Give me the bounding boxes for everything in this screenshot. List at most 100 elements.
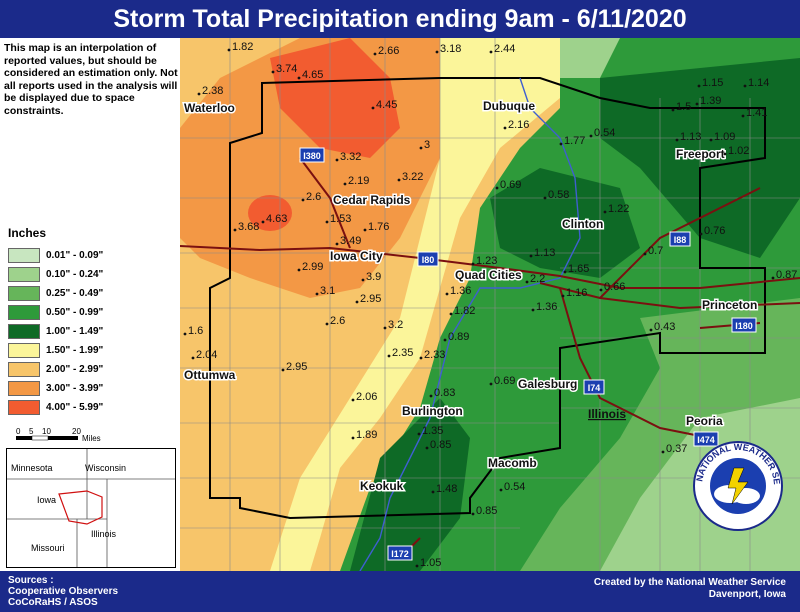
obs-point xyxy=(723,152,727,156)
precip-value: 2.06 xyxy=(356,391,377,403)
obs-point xyxy=(495,186,499,190)
obs-point xyxy=(271,70,275,74)
legend-rows: 0.01" - 0.09" 0.10" - 0.24" 0.25" - 0.49" 0… xyxy=(8,246,178,417)
shield-i380: I380 xyxy=(299,147,325,163)
precip-value: 1.15 xyxy=(702,77,723,89)
city-freeport: Freeport xyxy=(676,147,725,161)
legend-swatch xyxy=(8,324,40,339)
legend-title: Inches xyxy=(8,226,47,240)
precip-value: 2.38 xyxy=(202,85,223,97)
scale-bar-graphic: 0 5 10 20 Miles xyxy=(16,427,101,443)
obs-point xyxy=(489,382,493,386)
zone-4plus-north xyxy=(270,38,400,158)
inset-missouri: Missouri xyxy=(31,543,65,553)
legend-swatch xyxy=(8,248,40,263)
precip-value: 0.87 xyxy=(776,269,797,281)
city-keokuk: Keokuk xyxy=(360,479,404,493)
precip-value: 1.82 xyxy=(232,41,253,53)
legend-swatch xyxy=(8,381,40,396)
shield-i80: I80 xyxy=(417,251,439,267)
shield-i172-label: I172 xyxy=(391,549,409,559)
obs-point xyxy=(383,326,387,330)
obs-point xyxy=(429,394,433,398)
city-waterloo: Waterloo xyxy=(184,101,235,115)
inset-map-graphic: Minnesota Wisconsin Iowa Illinois Missou… xyxy=(7,449,175,567)
precip-value: 3 xyxy=(424,139,430,151)
highway-shields: I380 I80 I88 I180 I74 I474 I172 xyxy=(299,147,757,561)
precip-value: 2.95 xyxy=(360,293,381,305)
precip-value: 0.76 xyxy=(704,225,725,237)
obs-point xyxy=(559,142,563,146)
precip-value: 0.83 xyxy=(434,387,455,399)
nws-logo: NATIONAL WEATHER SERVICE xyxy=(692,440,784,532)
nws-logo-graphic: NATIONAL WEATHER SERVICE xyxy=(692,440,783,531)
precip-value: 1.13 xyxy=(680,131,701,143)
obs-point xyxy=(525,280,529,284)
obs-point xyxy=(697,84,701,88)
obs-point xyxy=(281,368,285,372)
obs-point xyxy=(499,488,503,492)
obs-point xyxy=(531,308,535,312)
precip-value: 1.5 xyxy=(676,101,691,113)
precip-value: 1.14 xyxy=(748,77,769,89)
legend-swatch xyxy=(8,400,40,415)
map-title: Storm Total Precipitation ending 9am - 6… xyxy=(0,0,800,38)
obs-point xyxy=(543,196,547,200)
precip-value: 0.85 xyxy=(430,439,451,451)
precip-value: 0.85 xyxy=(476,505,497,517)
obs-point xyxy=(315,292,319,296)
shield-i74: I74 xyxy=(583,379,605,395)
precip-value: 1.48 xyxy=(436,483,457,495)
obs-point xyxy=(227,48,231,52)
legend-item: 4.00" - 5.99" xyxy=(8,398,178,417)
precip-value: 1.22 xyxy=(608,203,629,215)
precip-value: 0.58 xyxy=(548,189,569,201)
precip-value: 0.69 xyxy=(494,375,515,387)
obs-point xyxy=(435,50,439,54)
precip-value: 0.54 xyxy=(594,127,615,139)
legend-swatch xyxy=(8,305,40,320)
obs-point xyxy=(561,294,565,298)
precip-value: 3.22 xyxy=(402,171,423,183)
obs-point xyxy=(183,332,187,336)
precip-value: 1.82 xyxy=(454,305,475,317)
precip-value: 1.89 xyxy=(356,429,377,441)
city-galesburg: Galesburg xyxy=(518,377,577,391)
city-princeton: Princeton xyxy=(702,298,757,312)
precip-value: 3.18 xyxy=(440,43,461,55)
precip-value: 2.2 xyxy=(530,273,545,285)
shield-i474-label: I474 xyxy=(697,435,715,445)
shield-i172: I172 xyxy=(387,545,413,561)
precip-value: 2.6 xyxy=(306,191,321,203)
precip-value: 1.02 xyxy=(728,145,749,157)
obs-point xyxy=(387,354,391,358)
precip-value: 1.35 xyxy=(422,425,443,437)
obs-point xyxy=(335,242,339,246)
zone-0p1-north xyxy=(560,38,620,78)
shield-i474: I474 xyxy=(693,431,719,447)
obs-point xyxy=(503,126,507,130)
shield-i180: I180 xyxy=(731,317,757,333)
obs-point xyxy=(771,276,775,280)
precip-value: 0.37 xyxy=(666,443,687,455)
inset-minnesota: Minnesota xyxy=(11,463,53,473)
precip-value: 0.43 xyxy=(654,321,675,333)
city-cedar-rapids: Cedar Rapids xyxy=(333,193,411,207)
precip-value: 2.6 xyxy=(330,315,345,327)
precip-value: 2.95 xyxy=(286,361,307,373)
legend-swatch xyxy=(8,267,40,282)
obs-point xyxy=(351,398,355,402)
precip-value: 0.7 xyxy=(648,245,663,257)
obs-point xyxy=(661,450,665,454)
obs-point xyxy=(589,134,593,138)
precip-value: 1.76 xyxy=(368,221,389,233)
inset-illinois: Illinois xyxy=(91,529,117,539)
obs-point xyxy=(489,50,493,54)
city-burlington: Burlington xyxy=(402,404,463,418)
legend-item: 0.10" - 0.24" xyxy=(8,265,178,284)
city-quad-cities: Quad Cities xyxy=(455,268,522,282)
legend-item: 0.01" - 0.09" xyxy=(8,246,178,265)
obs-point xyxy=(671,108,675,112)
obs-point xyxy=(197,92,201,96)
obs-point xyxy=(445,292,449,296)
